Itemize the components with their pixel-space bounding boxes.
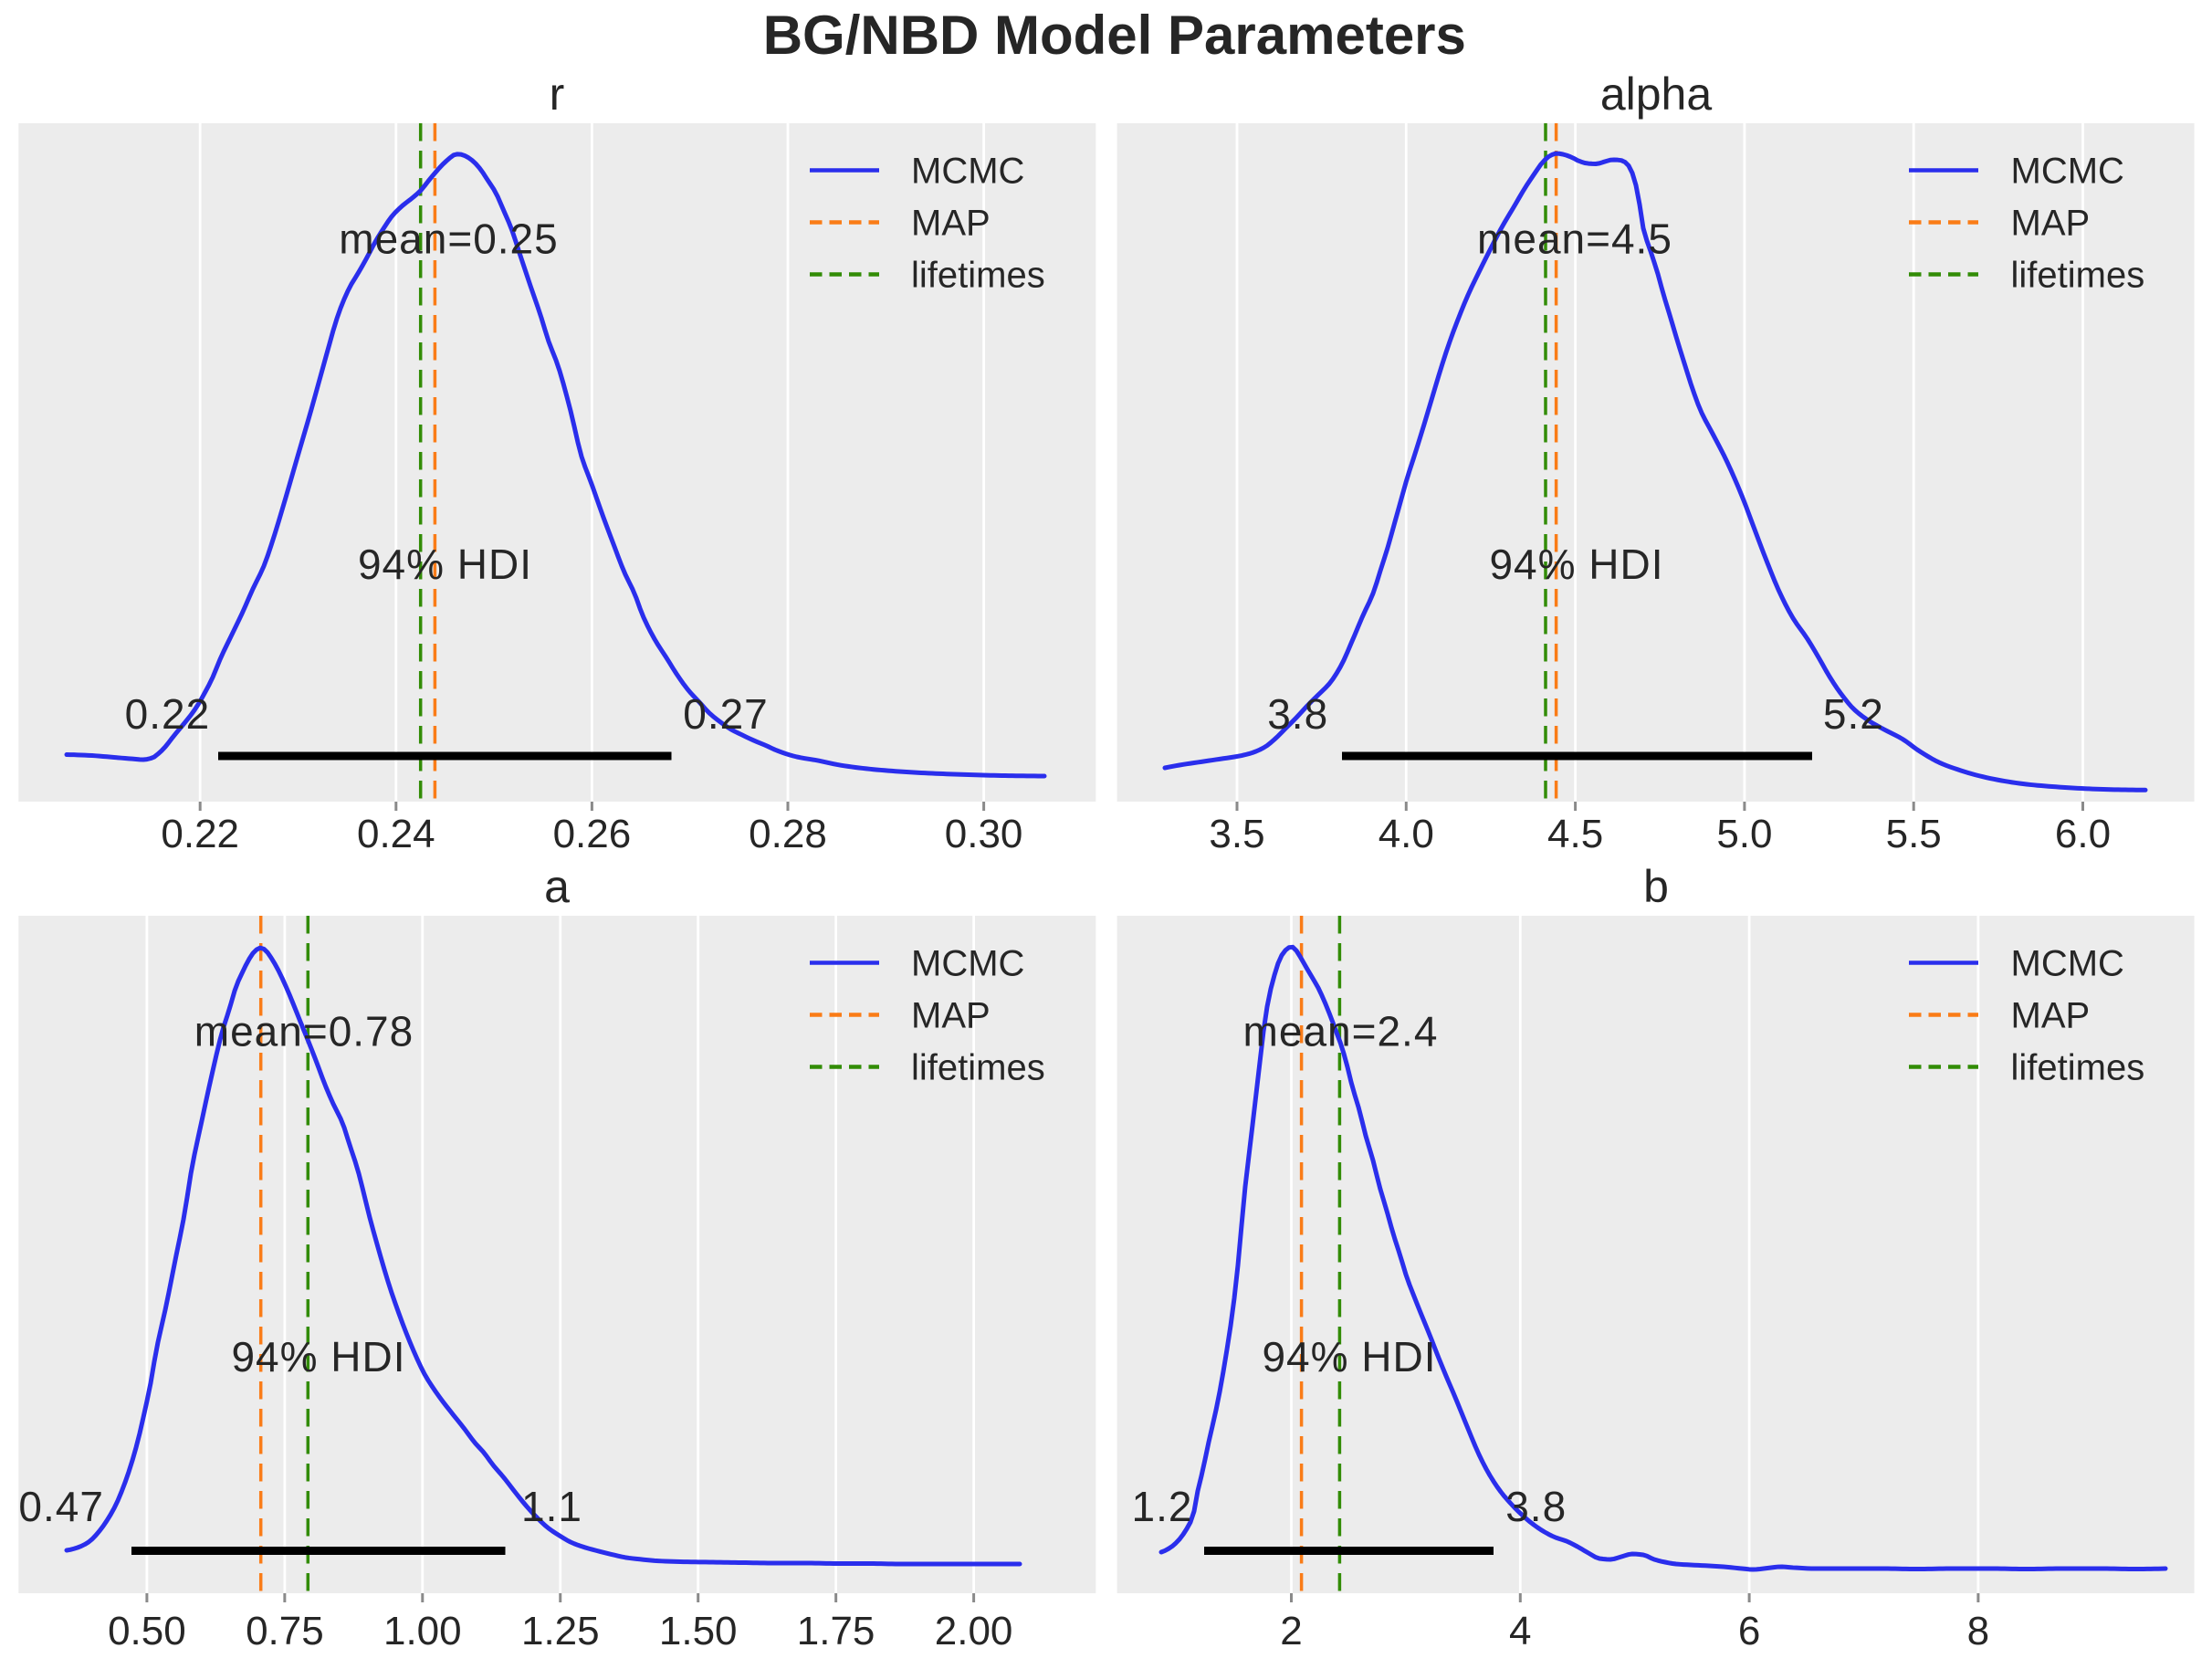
svg-text:94% HDI: 94% HDI: [1489, 541, 1663, 588]
svg-text:5.5: 5.5: [1886, 812, 1942, 856]
svg-text:3.8: 3.8: [1267, 690, 1328, 738]
svg-text:MCMC: MCMC: [2011, 944, 2124, 984]
svg-text:lifetimes: lifetimes: [911, 1048, 1045, 1088]
svg-text:mean=0.78: mean=0.78: [194, 1008, 414, 1055]
svg-text:8: 8: [1967, 1609, 1989, 1653]
svg-text:4: 4: [1509, 1609, 1531, 1653]
svg-text:1.25: 1.25: [521, 1609, 600, 1653]
svg-text:mean=4.5: mean=4.5: [1477, 215, 1672, 263]
svg-text:2: 2: [1280, 1609, 1302, 1653]
svg-text:0.47: 0.47: [18, 1483, 104, 1530]
svg-text:3.5: 3.5: [1209, 812, 1264, 856]
svg-text:5.2: 5.2: [1823, 690, 1884, 738]
svg-text:a: a: [544, 861, 570, 912]
svg-text:0.27: 0.27: [683, 690, 769, 738]
svg-text:0.24: 0.24: [357, 812, 435, 856]
svg-text:0.50: 0.50: [108, 1609, 186, 1653]
svg-text:1.50: 1.50: [659, 1609, 738, 1653]
svg-text:BG/NBD Model Parameters: BG/NBD Model Parameters: [763, 5, 1466, 66]
svg-text:6.0: 6.0: [2055, 812, 2111, 856]
svg-text:lifetimes: lifetimes: [911, 256, 1045, 296]
svg-text:b: b: [1643, 861, 1669, 912]
svg-text:MAP: MAP: [911, 996, 991, 1036]
svg-text:4.5: 4.5: [1547, 812, 1603, 856]
svg-text:MAP: MAP: [2011, 204, 2091, 244]
svg-text:94% HDI: 94% HDI: [1262, 1333, 1436, 1380]
svg-text:1.00: 1.00: [383, 1609, 462, 1653]
svg-text:lifetimes: lifetimes: [2011, 1048, 2145, 1088]
svg-text:MCMC: MCMC: [911, 944, 1024, 984]
svg-text:0.26: 0.26: [553, 812, 632, 856]
svg-text:0.28: 0.28: [749, 812, 827, 856]
svg-text:0.30: 0.30: [945, 812, 1023, 856]
svg-text:3.8: 3.8: [1505, 1483, 1567, 1530]
svg-text:5.0: 5.0: [1716, 812, 1772, 856]
svg-text:94% HDI: 94% HDI: [231, 1333, 405, 1380]
svg-text:lifetimes: lifetimes: [2011, 256, 2145, 296]
svg-text:MAP: MAP: [911, 204, 991, 244]
svg-text:r: r: [550, 68, 565, 120]
svg-text:94% HDI: 94% HDI: [358, 541, 532, 588]
svg-text:6: 6: [1738, 1609, 1760, 1653]
svg-text:mean=0.25: mean=0.25: [339, 215, 558, 263]
svg-text:0.22: 0.22: [161, 812, 239, 856]
svg-text:MAP: MAP: [2011, 996, 2091, 1036]
svg-text:mean=2.4: mean=2.4: [1243, 1008, 1439, 1055]
svg-text:1.1: 1.1: [521, 1483, 582, 1530]
svg-text:alpha: alpha: [1600, 68, 1713, 120]
svg-text:2.00: 2.00: [935, 1609, 1013, 1653]
svg-text:MCMC: MCMC: [2011, 152, 2124, 192]
svg-text:0.75: 0.75: [246, 1609, 324, 1653]
svg-text:MCMC: MCMC: [911, 152, 1024, 192]
svg-text:4.0: 4.0: [1379, 812, 1434, 856]
svg-text:1.75: 1.75: [797, 1609, 875, 1653]
svg-text:0.22: 0.22: [125, 690, 211, 738]
svg-text:1.2: 1.2: [1132, 1483, 1193, 1530]
